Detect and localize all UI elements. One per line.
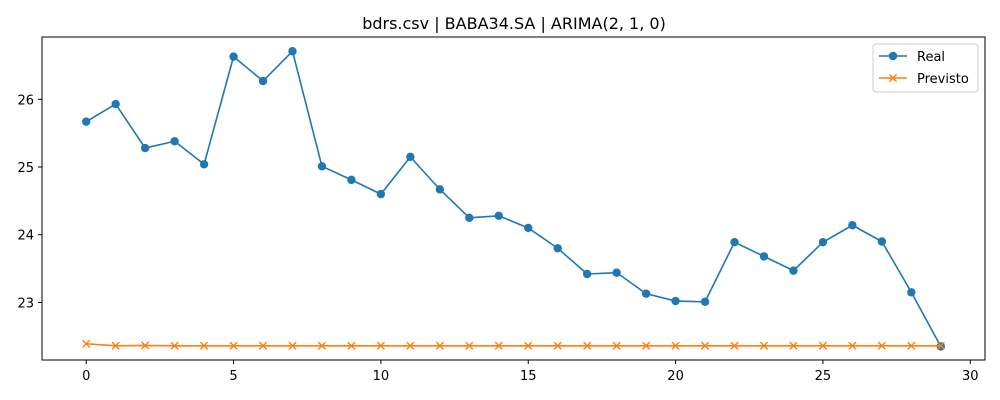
data-point-real (494, 211, 503, 220)
x-axis: 0 5 10 15 20 25 30 (82, 360, 979, 384)
y-tick-label: 23 (17, 296, 34, 311)
data-point-previsto (258, 341, 268, 350)
legend-marker (888, 51, 898, 61)
x-tick-label: 10 (373, 369, 390, 384)
data-point-previsto (524, 341, 533, 350)
series-real (82, 47, 945, 351)
data-point-real (612, 268, 621, 277)
series-line-real (85, 50, 942, 347)
data-point-previsto (465, 341, 474, 350)
legend-marker (888, 73, 898, 83)
data-point-previsto (759, 341, 769, 350)
data-point-real (465, 213, 474, 222)
data-point-real (759, 252, 769, 261)
x-tick-label: 20 (667, 369, 684, 384)
x-tick-label: 25 (815, 369, 832, 384)
data-point-previsto (406, 341, 415, 350)
plot-area (41, 36, 986, 361)
legend: Real Previsto (872, 43, 979, 93)
data-point-real (789, 266, 798, 275)
series-previsto (82, 339, 945, 350)
data-point-real (907, 288, 916, 297)
data-point-real (82, 117, 91, 126)
data-point-previsto (907, 341, 916, 350)
data-point-real (671, 296, 680, 306)
data-point-real (376, 189, 386, 199)
legend-label: Real (917, 50, 945, 65)
data-point-real (347, 175, 356, 185)
data-point-previsto (229, 341, 238, 350)
data-point-previsto (583, 341, 592, 350)
data-point-previsto (376, 341, 385, 350)
data-point-previsto (789, 341, 798, 350)
data-point-previsto (848, 341, 857, 350)
x-tick-label: 30 (962, 369, 979, 384)
data-point-real (111, 99, 120, 109)
data-point-real (435, 185, 445, 194)
legend-entry-previsto: Previsto (879, 72, 969, 87)
data-point-previsto (818, 341, 828, 350)
data-point-real (848, 221, 857, 230)
series-layer (82, 47, 945, 351)
x-tick-label: 15 (520, 369, 537, 384)
data-point-real (140, 143, 150, 153)
data-point-previsto (82, 339, 91, 348)
data-point-previsto (111, 341, 120, 350)
data-point-previsto (435, 341, 444, 350)
data-point-real (730, 237, 739, 247)
data-point-real (288, 47, 297, 56)
data-point-real (641, 289, 651, 298)
data-point-real (818, 237, 828, 247)
data-point-real (524, 223, 533, 233)
data-point-real (877, 237, 887, 246)
y-axis: 23 24 25 26 (17, 93, 42, 311)
data-point-previsto (141, 341, 150, 350)
y-tick-label: 25 (17, 161, 34, 176)
data-point-previsto (170, 341, 179, 350)
data-point-previsto (642, 341, 651, 350)
data-point-real (258, 76, 268, 86)
data-point-previsto (671, 341, 680, 350)
data-point-previsto (730, 341, 739, 350)
data-point-real (199, 160, 209, 169)
data-point-previsto (199, 341, 209, 350)
data-point-previsto (877, 341, 886, 350)
data-point-real (582, 269, 592, 279)
data-point-previsto (700, 341, 710, 350)
data-point-real (229, 52, 238, 61)
y-tick-label: 26 (17, 93, 34, 108)
data-point-previsto (553, 341, 562, 350)
data-point-previsto (936, 341, 945, 350)
data-point-real (406, 152, 415, 162)
series-line-previsto (86, 342, 941, 347)
data-point-real (317, 162, 327, 171)
data-point-real (170, 137, 179, 146)
plot-frame (41, 36, 986, 361)
y-tick-label: 24 (17, 229, 34, 244)
data-point-previsto (317, 341, 327, 350)
x-tick-label: 0 (82, 369, 90, 384)
data-point-previsto (347, 341, 356, 350)
data-point-real (553, 244, 562, 253)
data-point-previsto (494, 341, 503, 350)
legend-label: Previsto (917, 72, 969, 87)
data-point-real (700, 297, 710, 306)
data-point-previsto (612, 341, 621, 350)
x-tick-label: 5 (229, 369, 237, 384)
data-point-previsto (288, 341, 297, 350)
legend-entry-real: Real (879, 50, 945, 65)
chart-title: bdrs.csv | BABA34.SA | ARIMA(2, 1, 0) (362, 14, 666, 33)
